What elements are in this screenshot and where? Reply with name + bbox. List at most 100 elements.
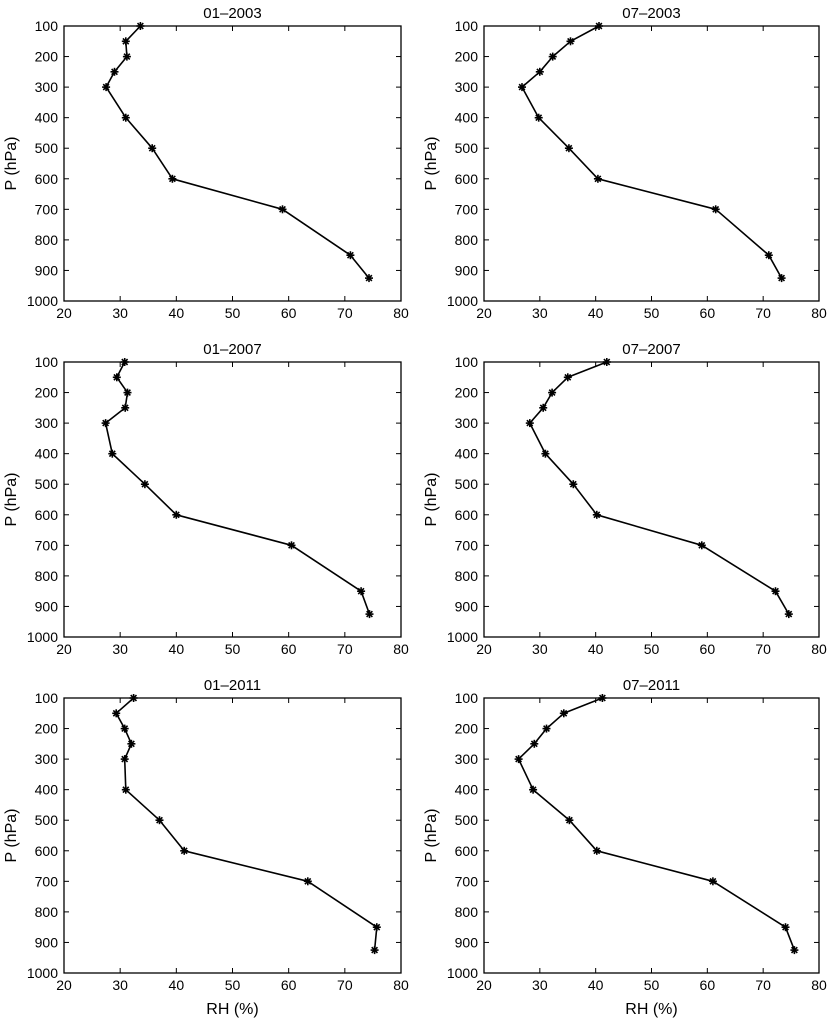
y-tick-label: 100 bbox=[35, 18, 59, 34]
y-tick-label: 400 bbox=[35, 782, 59, 798]
x-tick-label: 60 bbox=[700, 977, 716, 993]
x-tick-label: 20 bbox=[476, 641, 492, 657]
x-tick-label: 70 bbox=[337, 641, 353, 657]
x-tick-label: 50 bbox=[225, 305, 241, 321]
x-tick-label: 80 bbox=[811, 977, 827, 993]
y-tick-label: 1000 bbox=[447, 629, 478, 645]
chart-panel-6: 07–2011 20 30 40 50 60 70 80 100 200 300 400 500 600 7… bbox=[423, 677, 827, 1018]
y-tick-label: 700 bbox=[35, 873, 59, 889]
x-tick-label: 50 bbox=[644, 305, 660, 321]
y-tick-label: 900 bbox=[455, 262, 479, 278]
plot-frame bbox=[63, 25, 402, 302]
data-point bbox=[518, 83, 526, 92]
data-point bbox=[346, 251, 355, 260]
plot-frame bbox=[483, 361, 820, 638]
y-tick-label: 800 bbox=[35, 568, 59, 584]
data-point bbox=[539, 403, 548, 412]
data-point bbox=[708, 877, 717, 886]
data-point bbox=[602, 358, 611, 366]
y-tick-label: 300 bbox=[455, 79, 479, 95]
x-tick-label: 30 bbox=[112, 305, 128, 321]
data-point bbox=[370, 946, 379, 955]
y-tick-label: 400 bbox=[455, 782, 479, 798]
x-axis-label: RH (%) bbox=[625, 1001, 677, 1018]
y-tick-label: 600 bbox=[35, 171, 59, 187]
data-point bbox=[565, 816, 574, 825]
data-point bbox=[122, 52, 131, 61]
y-axis-label: P (hPa) bbox=[3, 137, 20, 191]
y-tick-label: 500 bbox=[455, 140, 479, 156]
data-point bbox=[592, 510, 601, 519]
data-point bbox=[548, 52, 557, 61]
series-line bbox=[521, 25, 783, 279]
x-tick-label: 70 bbox=[337, 977, 353, 993]
data-point bbox=[784, 610, 793, 619]
data-point bbox=[711, 205, 720, 214]
data-point bbox=[121, 403, 130, 412]
y-tick-label: 900 bbox=[35, 598, 59, 614]
y-tick-label: 100 bbox=[35, 690, 59, 706]
chart-panel-2: 07–2003 20 30 40 50 60 70 80 100 200 300 400 500 600 7… bbox=[423, 5, 827, 321]
x-tick-label: 30 bbox=[112, 977, 128, 993]
x-tick-label: 40 bbox=[588, 977, 604, 993]
y-tick-label: 100 bbox=[455, 690, 479, 706]
y-tick-label: 500 bbox=[35, 476, 59, 492]
x-tick-label: 60 bbox=[700, 641, 716, 657]
chart-title: 01–2003 bbox=[203, 5, 261, 22]
data-point bbox=[108, 449, 117, 458]
y-tick-label: 700 bbox=[455, 537, 479, 553]
y-tick-label: 1000 bbox=[447, 965, 478, 981]
chart-title: 01–2011 bbox=[204, 677, 261, 694]
data-point bbox=[566, 37, 575, 46]
y-tick-label: 900 bbox=[35, 934, 59, 950]
x-tick-label: 20 bbox=[56, 641, 72, 657]
data-point bbox=[529, 785, 538, 794]
series-line bbox=[528, 361, 790, 615]
data-point bbox=[168, 174, 177, 183]
chart-panel-1: 01–2003 20 30 40 50 60 70 80 100 200 300 400 500 600 7… bbox=[3, 5, 409, 321]
chart-title: 07–2011 bbox=[623, 677, 680, 694]
data-point bbox=[535, 67, 544, 76]
data-point bbox=[180, 846, 189, 855]
data-point bbox=[559, 709, 568, 718]
x-tick-label: 50 bbox=[644, 977, 660, 993]
chart-title: 07–2007 bbox=[622, 341, 680, 358]
data-point bbox=[598, 694, 607, 702]
y-tick-label: 200 bbox=[35, 721, 59, 737]
y-tick-label: 500 bbox=[455, 476, 479, 492]
x-tick-label: 70 bbox=[755, 305, 771, 321]
x-tick-label: 50 bbox=[225, 641, 241, 657]
y-tick-label: 600 bbox=[35, 507, 59, 523]
y-tick-label: 700 bbox=[455, 201, 479, 217]
x-tick-label: 40 bbox=[169, 641, 185, 657]
chart-title: 07–2003 bbox=[622, 5, 680, 22]
data-point bbox=[365, 274, 373, 283]
data-point bbox=[564, 144, 573, 153]
data-point bbox=[357, 587, 366, 596]
data-point bbox=[542, 724, 551, 733]
data-point bbox=[697, 541, 706, 550]
x-tick-label: 20 bbox=[56, 977, 72, 993]
x-tick-label: 50 bbox=[225, 977, 241, 993]
data-point bbox=[541, 449, 550, 458]
y-tick-label: 300 bbox=[35, 751, 59, 767]
data-point bbox=[563, 373, 572, 382]
x-tick-label: 80 bbox=[393, 977, 409, 993]
y-tick-label: 300 bbox=[455, 415, 479, 431]
x-tick-label: 30 bbox=[532, 977, 548, 993]
y-tick-label: 500 bbox=[35, 812, 59, 828]
data-point bbox=[534, 113, 543, 122]
data-point bbox=[121, 37, 130, 46]
data-point bbox=[771, 587, 780, 596]
x-tick-label: 60 bbox=[700, 305, 716, 321]
data-point bbox=[790, 946, 799, 955]
data-point bbox=[514, 755, 523, 764]
plot-frame bbox=[63, 697, 402, 974]
x-tick-label: 70 bbox=[337, 305, 353, 321]
data-point bbox=[595, 22, 603, 30]
x-tick-label: 40 bbox=[588, 641, 604, 657]
y-tick-label: 900 bbox=[455, 598, 479, 614]
data-point bbox=[129, 694, 138, 702]
data-point bbox=[110, 67, 119, 76]
